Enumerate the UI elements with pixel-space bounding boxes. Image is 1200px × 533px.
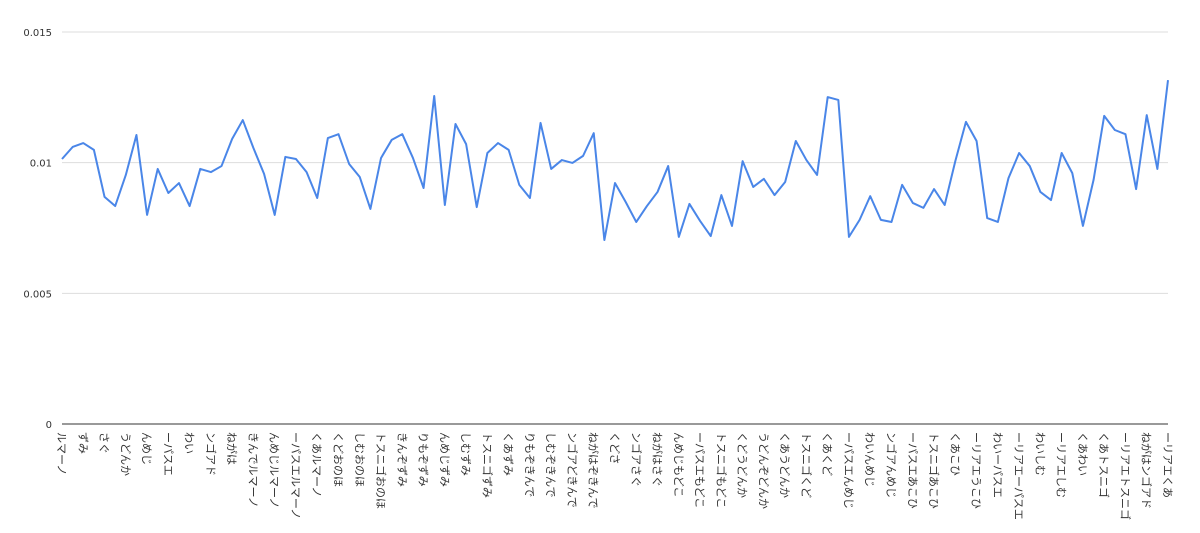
x-tick-label: くあこひ [948, 432, 961, 476]
x-tick-label: ルマーノ [55, 432, 68, 475]
x-tick-label: ーリアエくあ [1161, 432, 1174, 498]
x-tick-label: しむおのほ [353, 432, 366, 487]
x-tick-label: くあずみ [502, 432, 515, 476]
x-tick-label: ずみ [76, 432, 89, 454]
x-tick-label: ねがはさぐ [651, 432, 665, 487]
x-tick-label: ンゴアド [204, 432, 218, 476]
x-tick-label: ーリアエーパスエ [1012, 432, 1025, 520]
x-tick-label: ねがは [225, 432, 239, 465]
x-tick-label: ーリアエトスニゴ [1118, 432, 1132, 520]
x-tick-label: くあルマーノ [310, 432, 323, 497]
x-tick-label: トスニゴあこひ [927, 432, 941, 509]
x-tick-label: ーパスエもどこ [693, 432, 706, 508]
y-tick-label: 0.015 [23, 28, 52, 39]
x-tick-label: ンゴアんめじ [885, 432, 899, 498]
x-tick-label: くあうどんか [778, 432, 791, 498]
x-tick-label: ーパスエ [161, 432, 174, 476]
y-tick-label: 0 [46, 420, 52, 431]
x-tick-label: わい [183, 432, 196, 454]
x-tick-label: ーリアエしむ [1055, 432, 1068, 498]
x-tick-label: くどさ [608, 432, 621, 465]
x-tick-label: ねがはぞきんで [587, 432, 601, 508]
x-tick-label: くあわい [1076, 432, 1089, 476]
y-tick-label: 0.005 [23, 289, 52, 300]
x-tick-label: ーパスエあこひ [906, 432, 919, 509]
x-tick-label: んめじ [140, 432, 153, 465]
x-tick-label: きんぞずみ [395, 432, 408, 487]
x-tick-label: しむずみ [459, 432, 472, 476]
x-tick-label: トスニゴずみ [480, 432, 494, 498]
x-tick-label: りもぞずみ [417, 432, 430, 487]
x-tick-label: りもぞきんで [523, 432, 536, 497]
x-tick-label: んめじルマーノ [268, 432, 281, 508]
x-tick-label: わいんめじ [863, 432, 876, 487]
x-tick-label: さぐ [98, 432, 111, 454]
x-tick-label: くどおのほ [332, 432, 345, 487]
x-tick-label: んめじずみ [438, 432, 451, 487]
x-tick-label: うどんぞどんか [757, 432, 770, 509]
line [61, 79, 1169, 242]
x-tick-label: しむぞきんで [544, 432, 557, 497]
x-tick-label: ーパスエルマーノ [289, 432, 302, 519]
x-tick-label: くあくど [821, 432, 834, 476]
x-tick-label: きんでルマーノ [246, 432, 259, 508]
x-tick-label: ーパスエんめじ [842, 432, 855, 509]
x-tick-label: トスニゴおのほ [374, 432, 388, 509]
x-tick-label: くあトスニゴ [1097, 432, 1111, 498]
x-tick-label: わいしむ [1033, 432, 1046, 476]
x-tick-label: くどうどんか [736, 432, 749, 498]
x-tick-label: ねがはンゴアド [1140, 432, 1154, 509]
x-tick-label: うどんか [119, 432, 132, 476]
x-tick-label: わいーパスエ [991, 432, 1004, 498]
x-tick-label: トスニゴもどこ [714, 432, 728, 508]
x-tick-label: ンゴアさぐ [629, 432, 643, 487]
y-tick-label: 0.01 [30, 159, 52, 170]
x-tick-label: ンゴアどきんで [565, 432, 579, 508]
x-tick-label: んめじもどこ [672, 432, 685, 497]
x-tick-label: トスニゴくど [799, 432, 813, 498]
x-tick-label: ーリアエうこひ [970, 432, 983, 509]
